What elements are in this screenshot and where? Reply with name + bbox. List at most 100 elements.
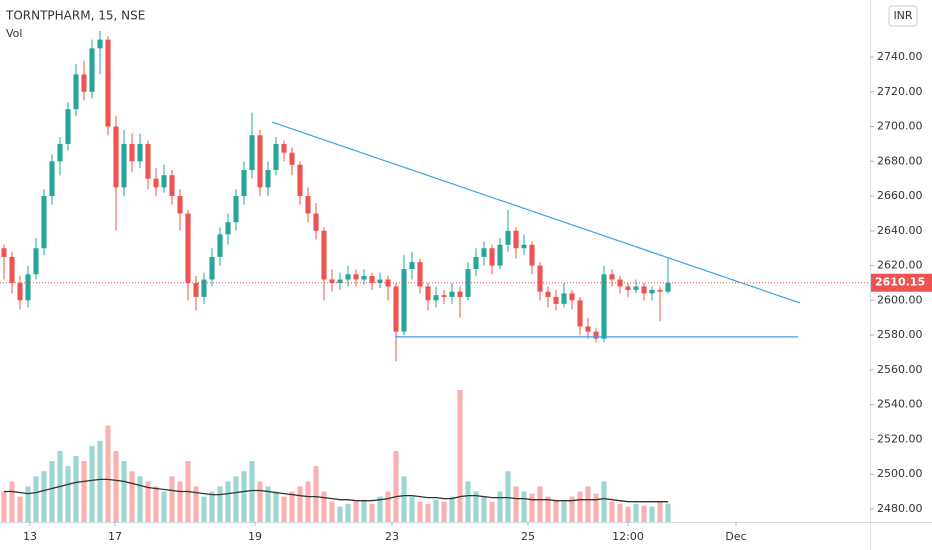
plot-area: [0, 30, 870, 522]
volume-bar: [441, 501, 447, 522]
candle-body: [121, 143, 127, 188]
candle-body: [537, 265, 543, 292]
volume-bar: [1, 491, 7, 522]
candle-body: [161, 175, 167, 188]
volume-bar: [233, 476, 239, 522]
candle-body: [97, 39, 103, 49]
volume-bar: [137, 476, 143, 522]
candle-body: [185, 213, 191, 283]
candle-body: [553, 296, 559, 304]
candle-body: [345, 274, 351, 280]
candle-body: [425, 286, 431, 301]
volume-bar: [281, 496, 287, 522]
volume-bar: [657, 501, 663, 522]
candle-body: [353, 274, 359, 280]
volume-bar: [265, 486, 271, 522]
volume-bar: [585, 486, 591, 522]
currency-button[interactable]: [888, 5, 918, 27]
volume-bar: [345, 503, 351, 522]
candle-body: [25, 274, 31, 301]
volume-bar: [129, 471, 135, 522]
candle-body: [521, 244, 527, 249]
candle-body: [297, 164, 303, 197]
volume-bar: [257, 481, 263, 522]
candle-body: [481, 248, 487, 257]
volume-bar: [521, 491, 527, 522]
candle-body: [473, 256, 479, 270]
trend-line: [271, 121, 801, 304]
candle-body: [201, 279, 207, 297]
volume-bar: [505, 471, 511, 522]
candle-body: [57, 143, 63, 162]
x-tick-label: 19: [248, 530, 262, 543]
candle-body: [81, 74, 87, 92]
x-tick-label: 23: [385, 530, 399, 543]
candle-body: [625, 286, 631, 290]
volume-bar: [17, 496, 23, 522]
candle-body: [561, 293, 567, 304]
x-tick-label: 25: [521, 530, 535, 543]
x-tick-label: 13: [23, 530, 37, 543]
volume-bar: [377, 496, 383, 522]
volume-bar: [641, 505, 647, 522]
candle-body: [569, 293, 575, 301]
volume-bar: [609, 501, 615, 522]
currency-label[interactable]: INR: [893, 9, 912, 22]
volume-bar: [305, 481, 311, 522]
candle-body: [177, 196, 183, 214]
candle-body: [577, 300, 583, 327]
volume-bar: [465, 481, 471, 522]
candle-body: [505, 230, 511, 245]
volume-bar: [553, 499, 559, 522]
candle-body: [89, 48, 95, 92]
volume-bar: [297, 486, 303, 522]
candle-body: [305, 196, 311, 214]
candle-body: [321, 230, 327, 280]
volume-bar: [489, 501, 495, 522]
candle-body: [513, 230, 519, 249]
candle-body: [441, 295, 447, 297]
candle-body: [377, 279, 383, 283]
volume-bar: [401, 476, 407, 522]
candle-body: [641, 286, 647, 294]
volume-ma-line: [4, 478, 668, 503]
volume-bar: [561, 501, 567, 522]
candle-body: [545, 291, 551, 297]
candle-body: [17, 282, 23, 301]
y-tick-label: 2520.00: [877, 432, 923, 445]
candle-body: [609, 274, 615, 280]
candle-body: [393, 286, 399, 332]
last-price-label: 2610.15: [875, 276, 925, 289]
candle-body: [129, 143, 135, 162]
candle-body: [617, 279, 623, 287]
volume-bar: [225, 481, 231, 522]
candle-body: [601, 274, 607, 339]
candle-body: [433, 295, 439, 301]
volume-bar: [569, 496, 575, 522]
volume-bar: [241, 471, 247, 522]
candle-body: [65, 109, 71, 144]
candle-body: [193, 282, 199, 297]
volume-bar: [497, 491, 503, 522]
volume-bar: [457, 390, 463, 522]
y-tick-label: 2740.00: [877, 50, 923, 63]
volume-bar: [361, 499, 367, 522]
y-tick-label: 2480.00: [877, 502, 923, 515]
candle-body: [265, 170, 271, 188]
volume-bar: [353, 501, 359, 522]
candle-body: [401, 269, 407, 332]
candle-body: [281, 143, 287, 153]
y-tick-label: 2700.00: [877, 120, 923, 133]
volume-bar: [529, 493, 535, 522]
candle-body: [657, 289, 663, 292]
candle-body: [209, 256, 215, 280]
candle-body: [233, 196, 239, 223]
volume-bar: [209, 491, 215, 522]
volume-bar: [33, 476, 39, 522]
volume-bar: [577, 491, 583, 522]
volume-bar: [193, 486, 199, 522]
y-tick-label: 2720.00: [877, 85, 923, 98]
y-tick-label: 2640.00: [877, 224, 923, 237]
candle-body: [105, 39, 111, 127]
